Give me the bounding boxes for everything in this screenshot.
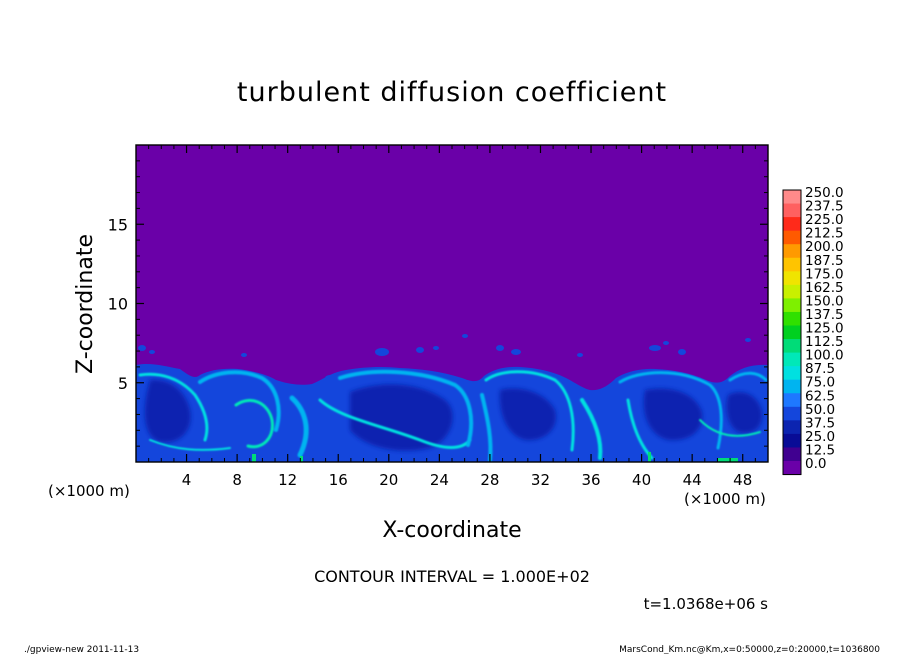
colorbar-label: 112.5 — [805, 334, 844, 350]
time-stamp: t=1.0368e+06 s — [644, 595, 769, 613]
colorbar-swatch — [783, 190, 801, 205]
cell-interior — [144, 379, 191, 443]
cell-edge — [580, 398, 603, 460]
y-tick-label: 5 — [118, 374, 128, 393]
colorbar-swatch — [783, 257, 801, 272]
y-tick-label: 10 — [108, 295, 128, 314]
x-tick-label: 20 — [379, 471, 398, 489]
colorbar-swatch — [783, 352, 801, 367]
x-tick-label: 24 — [430, 471, 449, 489]
x-tick-label: 4 — [182, 471, 192, 489]
y-tick-label: 15 — [108, 215, 128, 234]
cell-interior — [726, 392, 763, 434]
x-axis: 4 8 12 16 20 24 28 32 36 40 44 48 — [148, 145, 756, 489]
colorbar-frame — [782, 189, 802, 476]
cell-edge — [484, 370, 575, 452]
cell-edge — [149, 439, 231, 451]
colorbar-swatch — [783, 271, 801, 286]
chart-title: turbulent diffusion coefficient — [237, 77, 667, 108]
cell-edge — [198, 370, 281, 432]
colorbar-label: 187.5 — [805, 253, 844, 269]
colorbar-label: 200.0 — [805, 239, 844, 255]
colorbar-label: 87.5 — [805, 361, 835, 377]
x-tick-label: 28 — [480, 471, 499, 489]
colorbar-label: 225.0 — [805, 212, 844, 228]
colorbar-label: 100.0 — [805, 348, 844, 364]
colorbar: 250.0237.5225.0212.5200.0187.5175.0162.5… — [782, 185, 844, 476]
colorbar-swatch — [783, 284, 801, 299]
cell-edge — [338, 369, 474, 447]
colorbar-label: 0.0 — [805, 456, 826, 472]
x-tick-label: 32 — [531, 471, 550, 489]
cell-edge — [699, 419, 761, 437]
y-axis-label: Z-coordinate — [73, 234, 98, 374]
cell-edge — [138, 372, 209, 442]
x-tick-label: 44 — [683, 471, 702, 489]
colorbar-label: 162.5 — [805, 280, 844, 296]
colorbar-swatch — [783, 311, 801, 326]
colorbar-label: 25.0 — [805, 429, 835, 445]
surface-strip — [252, 452, 738, 462]
colorbar-swatch — [783, 230, 801, 245]
colorbar-swatch — [783, 379, 801, 394]
colorbar-label: 62.5 — [805, 388, 835, 404]
x-axis-label: X-coordinate — [382, 518, 521, 543]
plot-area — [136, 145, 768, 462]
x-tick-label: 12 — [278, 471, 297, 489]
colorbar-label: 125.0 — [805, 321, 844, 337]
x-tick-label: 8 — [232, 471, 242, 489]
turbulent-layer — [136, 363, 768, 462]
x-tick-label: 48 — [733, 471, 752, 489]
colorbar-label: 212.5 — [805, 226, 844, 242]
isolated-patches — [138, 334, 751, 381]
colorbar-swatch — [783, 447, 801, 462]
colorbar-swatch — [783, 406, 801, 421]
colorbar-swatch — [783, 420, 801, 435]
x-tick-label: 16 — [329, 471, 348, 489]
colorbar-label: 137.5 — [805, 307, 844, 323]
cell-interior — [643, 388, 703, 441]
colorbar-label: 37.5 — [805, 415, 835, 431]
colorbar-swatch — [783, 203, 801, 218]
colorbar-swatch — [783, 217, 801, 232]
cell-edge — [318, 398, 472, 449]
colorbar-swatch — [783, 325, 801, 340]
cell-edge — [234, 399, 274, 449]
colorbar-label: 12.5 — [805, 442, 835, 458]
colorbar-swatch — [783, 461, 801, 476]
footer-left: ./gpview-new 2011-11-13 — [24, 645, 139, 654]
colorbar-label: 250.0 — [805, 185, 844, 201]
contour-interval: CONTOUR INTERVAL = 1.000E+02 — [314, 567, 590, 586]
colorbar-label: 150.0 — [805, 293, 844, 309]
footer-right: MarsCond_Km.nc@Km,x=0:50000,z=0:20000,t=… — [619, 645, 880, 654]
colorbar-label: 50.0 — [805, 402, 835, 418]
cell-edge — [728, 371, 768, 382]
colorbar-swatch — [783, 393, 801, 408]
x-axis-unit: (×1000 m) — [48, 482, 130, 500]
cell-interior — [350, 384, 453, 451]
colorbar-swatch — [783, 244, 801, 259]
colorbar-swatch — [783, 366, 801, 381]
y-axis: 5 10 15 — [108, 160, 768, 447]
x-tick-label: 36 — [581, 471, 600, 489]
colorbar-swatch — [783, 298, 801, 313]
x-axis-unit-right: (×1000 m) — [684, 490, 766, 508]
cell-edge — [289, 395, 309, 458]
colorbar-swatch — [783, 339, 801, 354]
colorbar-label: 237.5 — [805, 199, 844, 215]
cell-edge — [618, 371, 723, 450]
colorbar-label: 75.0 — [805, 375, 835, 391]
colorbar-swatch — [783, 433, 801, 448]
colorbar-label: 175.0 — [805, 266, 844, 282]
cell-interior — [499, 388, 556, 441]
x-tick-label: 40 — [632, 471, 651, 489]
